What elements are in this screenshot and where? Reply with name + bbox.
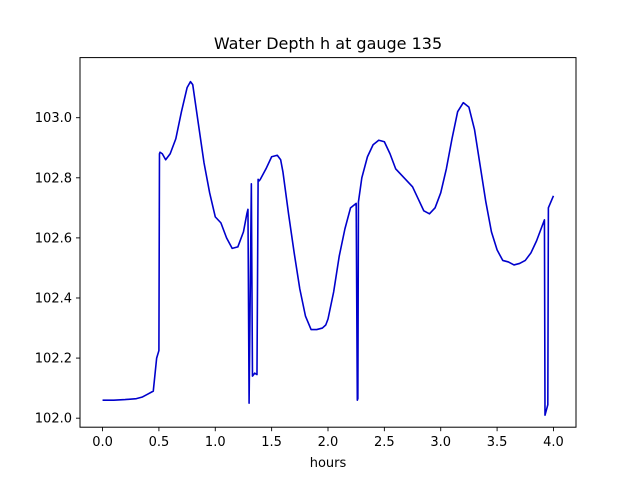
- y-tick-label: 102.0: [35, 412, 72, 427]
- x-tick-label: 2.0: [318, 435, 339, 450]
- x-tick-label: 2.5: [374, 435, 395, 450]
- y-axis: 102.0 102.2 102.4 102.6 102.8 103.0: [35, 111, 80, 427]
- x-tick-label: 0.0: [92, 435, 113, 450]
- chart-title: Water Depth h at gauge 135: [214, 34, 442, 53]
- y-tick-label: 102.2: [35, 352, 72, 367]
- plot-frame: [79, 57, 577, 428]
- plot-background: [80, 57, 576, 428]
- y-tick-label: 102.8: [35, 171, 72, 186]
- y-tick-label: 102.4: [35, 291, 72, 306]
- x-tick-label: 0.5: [149, 435, 170, 450]
- y-tick-label: 102.6: [35, 231, 72, 246]
- x-tick-label: 1.0: [205, 435, 226, 450]
- y-tick-label: 103.0: [35, 111, 72, 126]
- x-axis-label: hours: [310, 456, 347, 471]
- x-axis: 0.0 0.5 1.0 1.5 2.0 2.5 3.0 3.5 4.0: [92, 427, 564, 450]
- x-tick-label: 1.5: [261, 435, 282, 450]
- series-line: [102, 80, 555, 416]
- series-layer: [102, 80, 555, 416]
- x-tick-label: 3.5: [487, 435, 508, 450]
- x-tick-label: 3.0: [430, 435, 451, 450]
- x-tick-label: 4.0: [543, 435, 564, 450]
